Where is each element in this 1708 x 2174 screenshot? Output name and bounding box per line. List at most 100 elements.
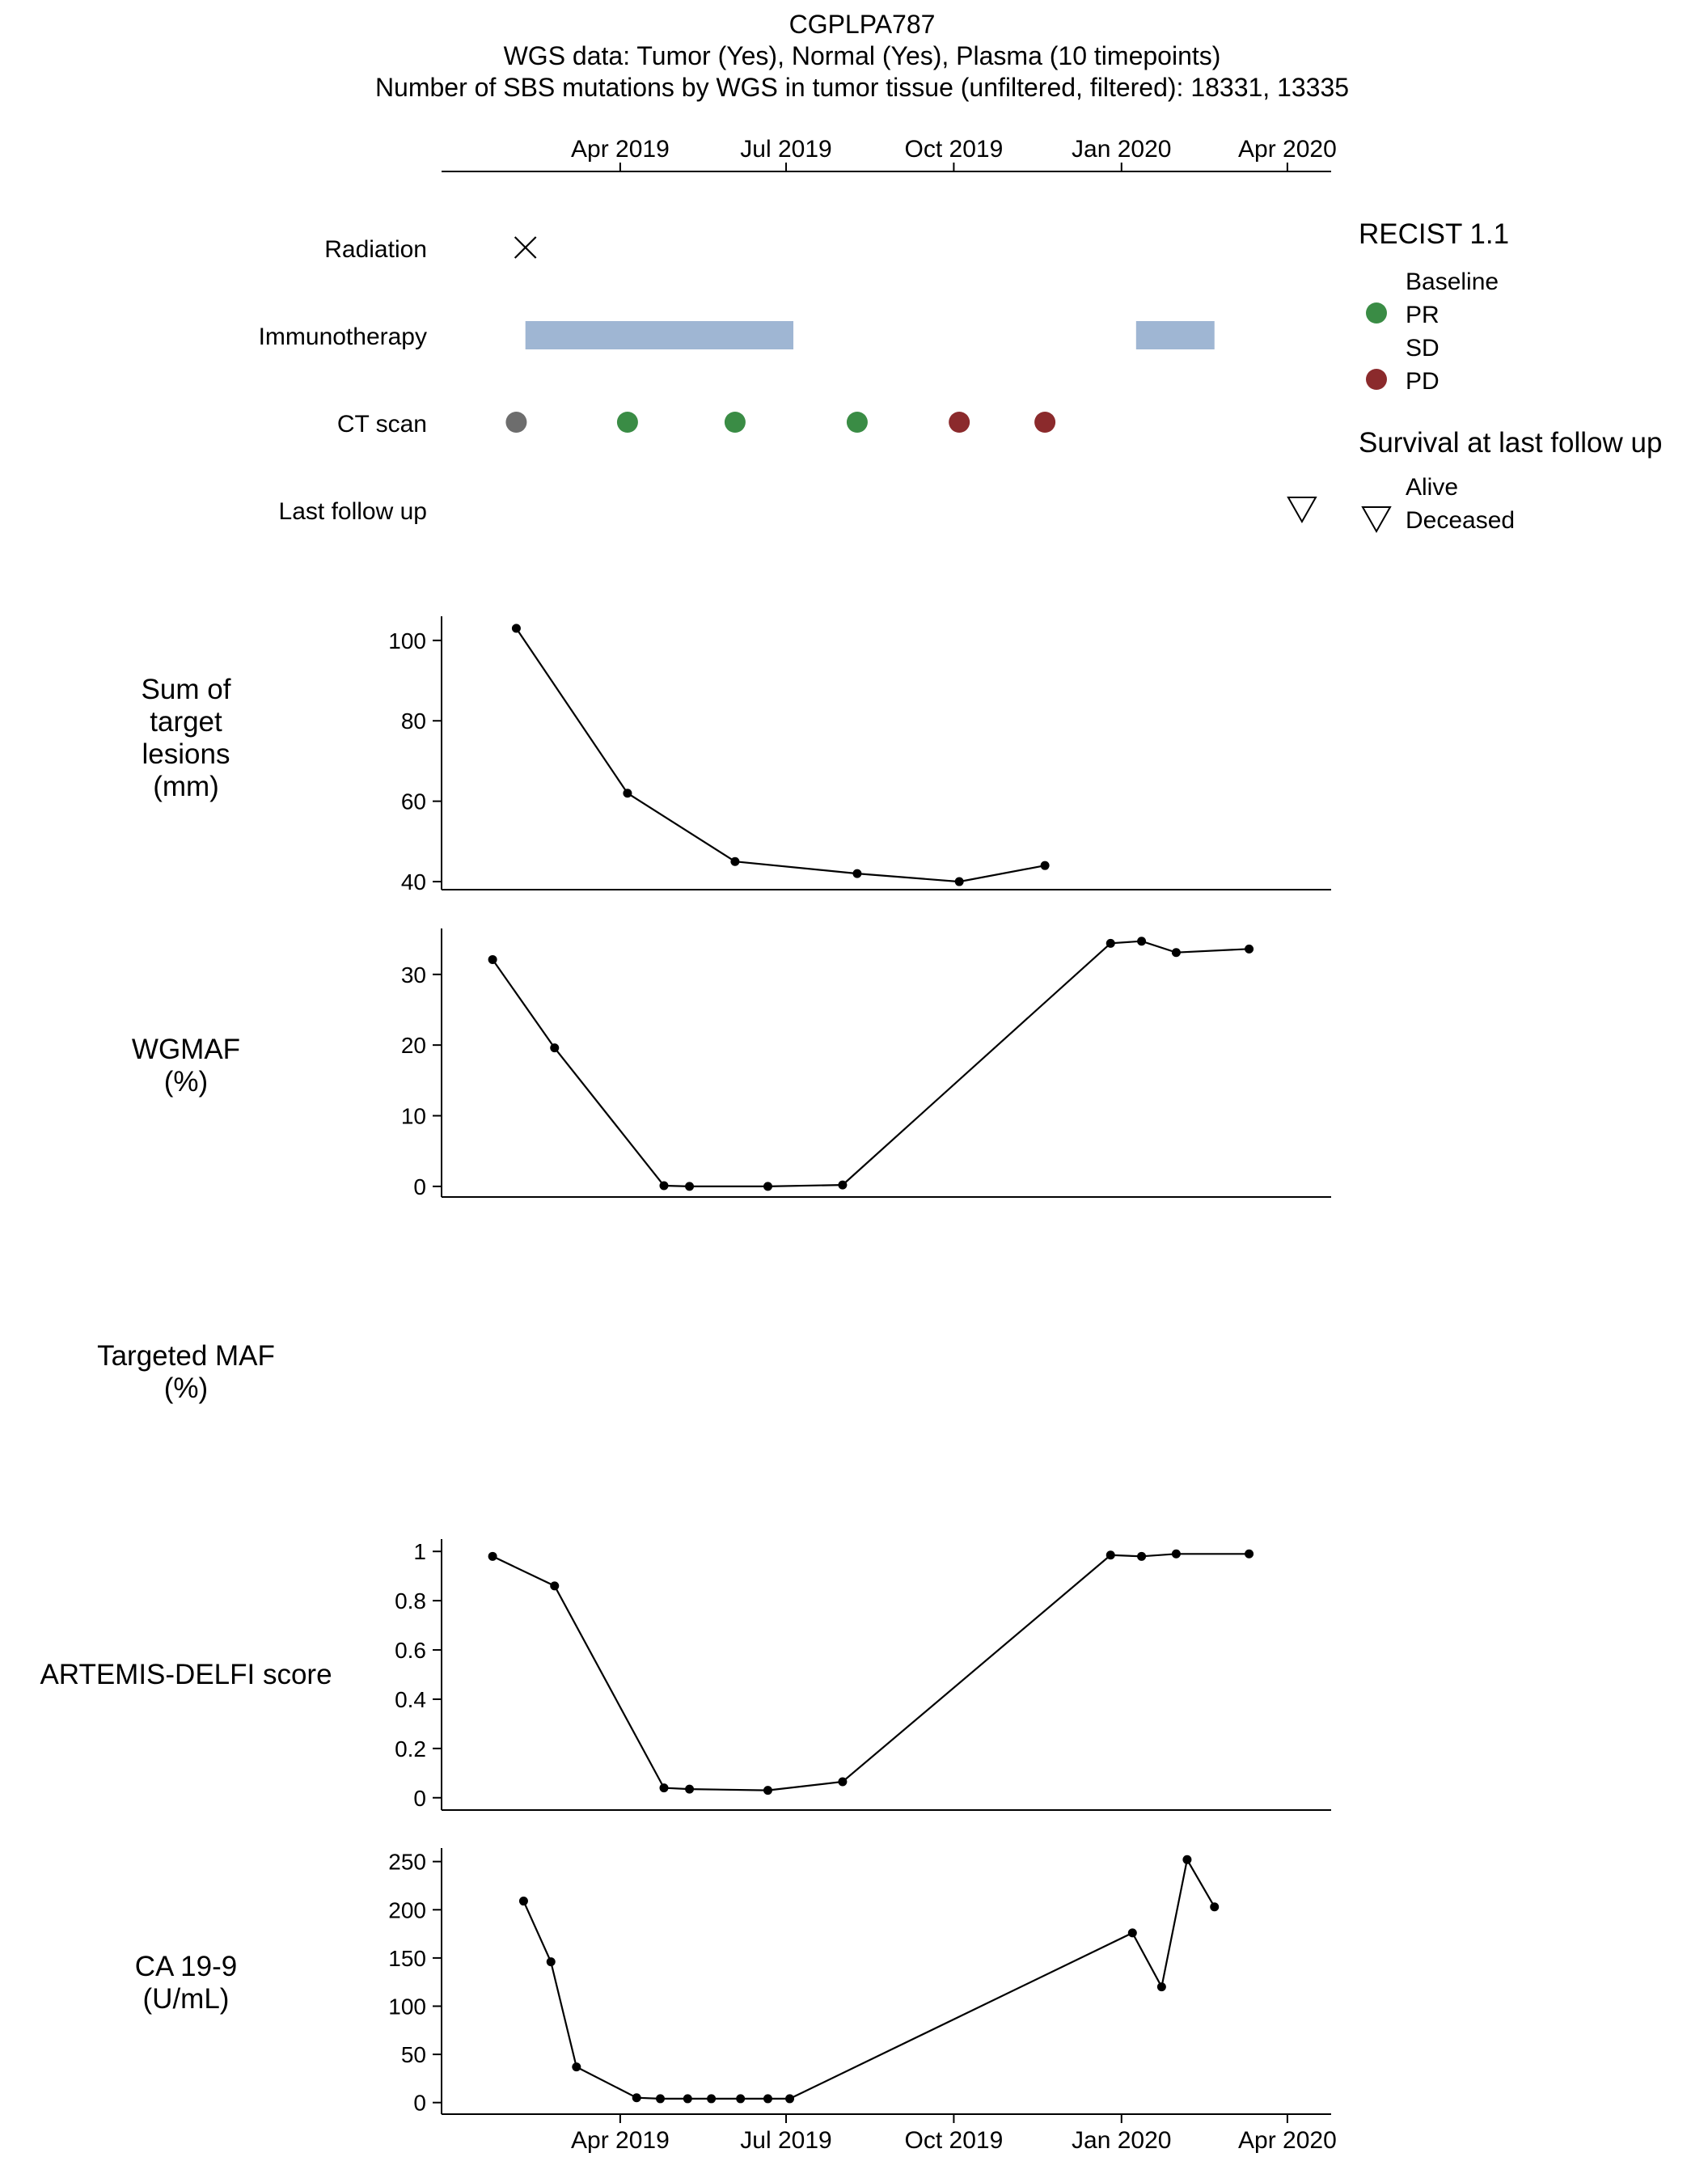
legend-recist-label-pd: PD: [1406, 368, 1440, 395]
panel-artemis: 0 0.2 0.4 0.6 0.8 1: [395, 1539, 1331, 1811]
y-tick-label: 0: [413, 2091, 426, 2116]
data-point-wgmaf: [659, 1181, 669, 1191]
data-point-lesions: [1040, 861, 1050, 870]
data-point-artemis: [763, 1786, 772, 1795]
top-axis-tick-label: Apr 2020: [1238, 136, 1337, 163]
data-point-ca199: [632, 2093, 641, 2103]
series-line-lesions: [515, 628, 1046, 883]
y-tick-label: 30: [401, 962, 426, 988]
series-line-ca199: [522, 1857, 1215, 2100]
legend-recist-label-sd: SD: [1406, 335, 1440, 362]
y-tick-label: 100: [388, 628, 426, 653]
timeline-label-radiation: Radiation: [324, 236, 427, 263]
bottom-axis-tick-label: Apr 2020: [1238, 2127, 1337, 2154]
y-tick-label: 200: [388, 1897, 426, 1922]
y-tick-label: 50: [401, 2042, 426, 2067]
immunotherapy-bar: [1135, 321, 1215, 349]
data-point-artemis: [550, 1581, 560, 1591]
top-axis-tick-label: Jan 2020: [1072, 136, 1171, 163]
data-point-artemis: [1245, 1549, 1254, 1559]
data-point-wgmaf: [550, 1043, 560, 1053]
timeline-label-immunotherapy: Immunotherapy: [259, 324, 427, 350]
legend-recist-swatch: [1366, 369, 1387, 390]
radiation-marker: [514, 236, 537, 259]
y-tick-label: 1: [413, 1539, 426, 1564]
y-tick-label: 100: [388, 1994, 426, 2019]
panels: 406080100010203000.20.40.60.810501001502…: [388, 616, 1331, 2116]
y-tick-label: 20: [401, 1033, 426, 1058]
panel-label-targeted: Targeted MAF: [97, 1340, 275, 1372]
y-tick-label: 250: [388, 1850, 426, 1875]
y-tick-label: 0: [413, 1174, 426, 1199]
timeline-marks: [505, 236, 1317, 524]
data-point-artemis: [488, 1551, 497, 1561]
panel-label-wgmaf: WGMAF: [132, 1034, 240, 1065]
data-point-wgmaf: [1137, 937, 1147, 946]
bottom-axis-tick-label: Oct 2019: [905, 2127, 1004, 2154]
data-point-artemis: [1106, 1550, 1115, 1560]
ct-scan-point: [505, 412, 527, 433]
data-point-lesions: [511, 624, 521, 633]
data-point-artemis: [1137, 1551, 1147, 1561]
title-wgs-data: WGS data: Tumor (Yes), Normal (Yes), Pla…: [504, 41, 1221, 70]
legend-recist-label-pr: PR: [1406, 302, 1440, 328]
timeline-row-labels: Radiation Immunotherapy CT scan Last fol…: [259, 236, 427, 525]
top-time-axis: Apr 2019 Jul 2019 Oct 2019 Jan 2020 Apr 2020: [442, 136, 1337, 172]
timeline-label-ct-scan: CT scan: [337, 411, 427, 438]
immunotherapy-bar: [525, 321, 794, 349]
series-line-artemis: [492, 1553, 1249, 1791]
legend-deceased-symbol: [1361, 506, 1392, 534]
y-tick-label: 10: [401, 1104, 426, 1129]
series-line-wgmaf: [492, 940, 1249, 1188]
top-axis-tick-label: Oct 2019: [905, 136, 1004, 163]
panel-label-lesions: (mm): [153, 771, 219, 802]
data-point-ca199: [1127, 1928, 1137, 1938]
legend: RECIST 1.1 Baseline PR SD PD Survival at…: [1359, 218, 1662, 534]
bottom-axis-tick-label: Jul 2019: [740, 2127, 831, 2154]
y-tick-label: 0.8: [395, 1588, 426, 1614]
data-point-ca199: [1182, 1855, 1192, 1864]
y-tick-label: 0.6: [395, 1638, 426, 1663]
data-point-artemis: [685, 1784, 695, 1794]
data-point-ca199: [518, 1897, 528, 1906]
title-patient-id: CGPLPA787: [789, 10, 936, 39]
data-point-wgmaf: [838, 1180, 848, 1190]
y-tick-label: 80: [401, 708, 426, 734]
panel-ca199: 0 50 100 150 200 250: [388, 1848, 1220, 2116]
data-point-lesions: [730, 856, 740, 866]
panel-label-wgmaf: (%): [164, 1066, 208, 1098]
data-point-wgmaf: [1106, 938, 1115, 948]
data-point-ca199: [572, 2062, 581, 2072]
data-point-artemis: [659, 1783, 669, 1793]
data-point-ca199: [683, 2094, 692, 2104]
last-follow-up-marker: [1287, 497, 1317, 524]
legend-survival-title: Survival at last follow up: [1359, 427, 1662, 459]
data-point-ca199: [785, 2094, 795, 2104]
panel-label-ca199: (U/mL): [143, 1983, 230, 2015]
y-tick-label: 0.2: [395, 1736, 426, 1762]
data-point-lesions: [852, 869, 862, 878]
data-point-wgmaf: [1171, 948, 1181, 958]
data-point-wgmaf: [763, 1182, 772, 1191]
panel-label-lesions: Sum of: [142, 674, 231, 705]
ct-scan-point: [949, 412, 970, 433]
ct-scan-point: [846, 412, 868, 433]
legend-survival-label-deceased: Deceased: [1406, 507, 1515, 534]
legend-survival-label-alive: Alive: [1406, 474, 1458, 501]
legend-recist-label-baseline: Baseline: [1406, 269, 1499, 295]
figure-title: CGPLPA787 WGS data: Tumor (Yes), Normal …: [375, 10, 1349, 102]
data-point-ca199: [707, 2094, 717, 2104]
panel-labels: Sum oftargetlesions(mm)WGMAF(%)Targeted …: [40, 674, 332, 2015]
data-point-ca199: [736, 2094, 746, 2104]
panel-label-ca199: CA 19-9: [135, 1951, 237, 1982]
y-tick-label: 40: [401, 869, 426, 895]
data-point-ca199: [1156, 1982, 1166, 1992]
y-tick-label: 150: [388, 1946, 426, 1971]
bottom-axis-tick-label: Apr 2019: [571, 2127, 670, 2154]
y-tick-label: 0: [413, 1786, 426, 1811]
data-point-ca199: [655, 2094, 665, 2104]
y-tick-label: 0.4: [395, 1687, 426, 1712]
y-tick-label: 60: [401, 789, 426, 814]
data-point-ca199: [1210, 1902, 1220, 1912]
